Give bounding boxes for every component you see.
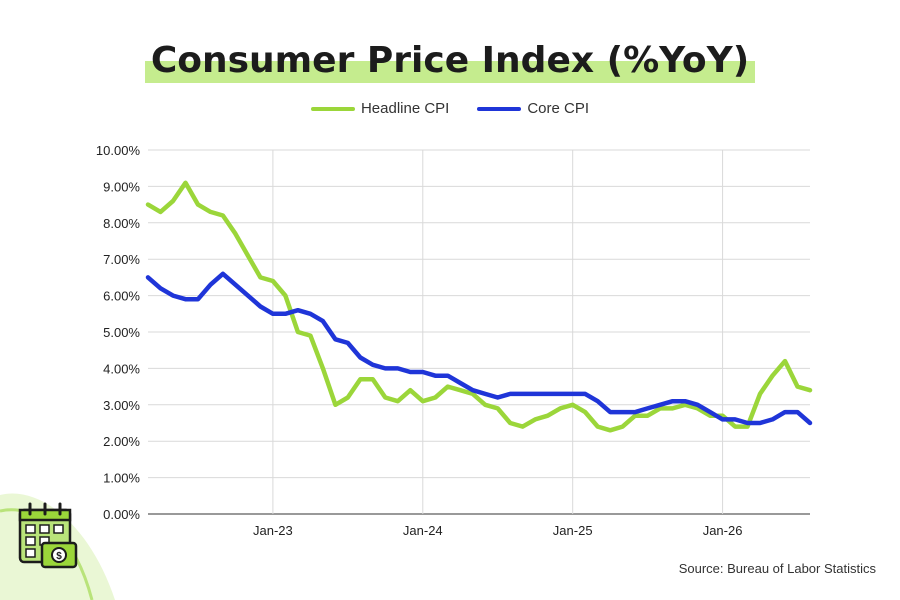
legend-swatch-headline — [310, 106, 355, 111]
svg-text:$: $ — [56, 551, 62, 562]
y-tick-label: 5.00% — [103, 325, 140, 340]
legend-item-core: Core CPI — [477, 100, 589, 117]
y-tick-label: 1.00% — [103, 471, 140, 486]
legend-swatch-core — [477, 106, 522, 111]
y-tick-label: 6.00% — [103, 289, 140, 304]
y-tick-label: 4.00% — [103, 361, 140, 376]
series-line-core-cpi — [145, 271, 813, 426]
chart-title: Consumer Price Index (%YoY) — [144, 36, 756, 86]
x-tick-label: Jan-26 — [703, 523, 743, 538]
y-tick-label: 7.00% — [103, 252, 140, 267]
series-line-headline-cpi — [145, 180, 813, 433]
chart-title-text: Consumer Price Index (%YoY) — [150, 40, 750, 81]
legend-item-headline: Headline CPI — [310, 100, 450, 117]
legend-label-core: Core CPI — [527, 100, 590, 117]
y-tick-label: 0.00% — [103, 507, 140, 522]
y-tick-label: 8.00% — [103, 216, 140, 231]
legend-label-headline: Headline CPI — [360, 100, 450, 117]
y-tick-label: 2.00% — [103, 434, 140, 449]
y-tick-label: 3.00% — [103, 398, 140, 413]
source-note: Source: Bureau of Labor Statistics — [678, 561, 876, 576]
x-tick-label: Jan-25 — [553, 523, 593, 538]
x-tick-label: Jan-23 — [253, 523, 293, 538]
y-tick-label: 10.00% — [96, 143, 141, 158]
x-tick-label: Jan-24 — [403, 523, 443, 538]
y-tick-label: 9.00% — [103, 179, 140, 194]
chart-legend: Headline CPI Core CPI — [0, 100, 900, 117]
calendar-dollar-icon: $ — [0, 493, 115, 600]
